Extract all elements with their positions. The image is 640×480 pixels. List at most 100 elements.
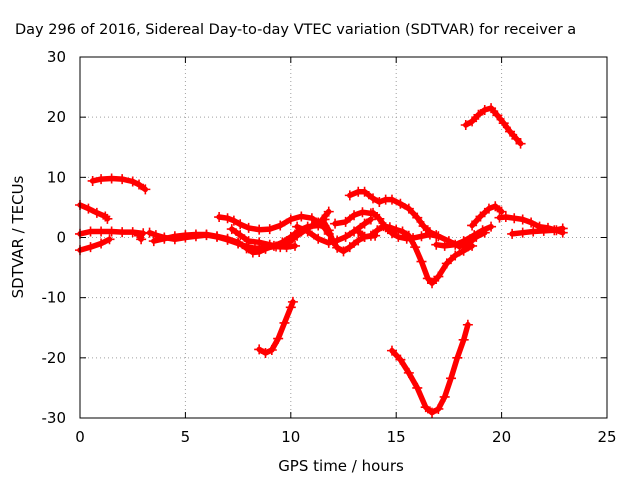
data-point <box>467 220 478 231</box>
data-point <box>283 237 294 248</box>
data-point <box>279 317 290 328</box>
y-tick-label: 30 <box>47 48 66 66</box>
data-point <box>368 207 379 218</box>
data-point <box>408 233 419 244</box>
data-point <box>486 103 497 114</box>
x-tick-label: 10 <box>281 428 300 446</box>
data-point <box>431 239 442 250</box>
data-point <box>517 214 528 225</box>
series-line <box>77 236 113 253</box>
data-point <box>473 109 484 120</box>
data-point <box>254 224 265 235</box>
data-point <box>228 215 239 226</box>
data-point <box>83 203 94 214</box>
data-point <box>403 203 414 214</box>
data-point <box>422 273 433 284</box>
data-point <box>226 224 237 235</box>
data-point <box>344 242 355 253</box>
data-point <box>395 198 406 209</box>
data-point <box>313 233 324 244</box>
data-point <box>498 118 509 129</box>
x-axis-label: GPS time / hours <box>278 457 404 475</box>
data-point <box>475 211 486 222</box>
data-point <box>505 126 516 137</box>
data-point <box>526 217 537 228</box>
data-point <box>287 296 298 307</box>
data-point <box>410 242 421 253</box>
x-tick-label: 20 <box>492 428 511 446</box>
data-point <box>243 222 254 233</box>
data-point <box>96 226 107 237</box>
y-tick-label: -30 <box>42 409 67 427</box>
data-point <box>397 226 408 237</box>
data-point <box>441 258 452 269</box>
data-point <box>302 226 313 237</box>
data-point <box>264 239 275 250</box>
data-point <box>344 190 355 201</box>
data-point <box>380 222 391 233</box>
data-point <box>490 201 501 212</box>
data-point <box>439 391 450 402</box>
data-point <box>469 230 480 241</box>
data-point <box>462 319 473 330</box>
data-point <box>222 233 233 244</box>
data-point <box>500 212 511 223</box>
data-point <box>330 218 341 229</box>
data-point <box>136 234 147 245</box>
data-point <box>106 226 117 237</box>
data-point <box>515 138 526 149</box>
data-point <box>458 236 469 247</box>
data-point <box>433 403 444 414</box>
data-point <box>549 225 560 236</box>
data-point <box>106 173 117 184</box>
data-point <box>292 221 303 232</box>
data-point <box>450 250 461 261</box>
data-point <box>458 334 469 345</box>
x-tick-label: 15 <box>387 428 406 446</box>
data-point <box>273 333 284 344</box>
series-line <box>319 208 378 255</box>
data-point <box>102 213 113 224</box>
data-point <box>528 226 539 237</box>
data-point <box>452 352 463 363</box>
data-point <box>365 230 376 241</box>
series-arc-1 <box>87 173 151 195</box>
data-point <box>127 176 138 187</box>
data-point <box>201 229 212 240</box>
chart-title: Day 296 of 2016, Sidereal Day-to-day VTE… <box>15 22 576 38</box>
data-point <box>140 184 151 195</box>
data-point <box>374 213 385 224</box>
y-tick-label: 0 <box>56 229 66 247</box>
data-point <box>306 213 317 224</box>
series-arc-2 <box>75 200 113 224</box>
data-point <box>424 229 435 240</box>
series-arc-19 <box>467 201 507 231</box>
y-tick-label: -10 <box>42 289 67 307</box>
data-point <box>433 271 444 282</box>
data-point <box>96 238 107 249</box>
data-point <box>467 116 478 127</box>
y-axis-label: SDTVAR / TECUs <box>9 175 27 298</box>
data-point <box>254 237 265 248</box>
data-point <box>117 174 128 185</box>
data-point <box>241 243 252 254</box>
data-point <box>416 231 427 242</box>
data-point <box>359 186 370 197</box>
data-point <box>148 236 159 247</box>
x-tick-label: 5 <box>181 428 191 446</box>
data-point <box>96 174 107 185</box>
data-point <box>349 210 360 221</box>
data-point <box>450 239 461 250</box>
data-point <box>403 367 414 378</box>
data-point <box>311 218 322 229</box>
data-point <box>235 219 246 230</box>
data-point <box>323 225 334 236</box>
data-point <box>359 231 370 242</box>
series-line <box>463 105 524 147</box>
data-point <box>412 212 423 223</box>
data-point <box>483 203 494 214</box>
data-point <box>557 223 568 234</box>
data-point <box>418 221 429 232</box>
series-arc-10 <box>254 296 298 359</box>
